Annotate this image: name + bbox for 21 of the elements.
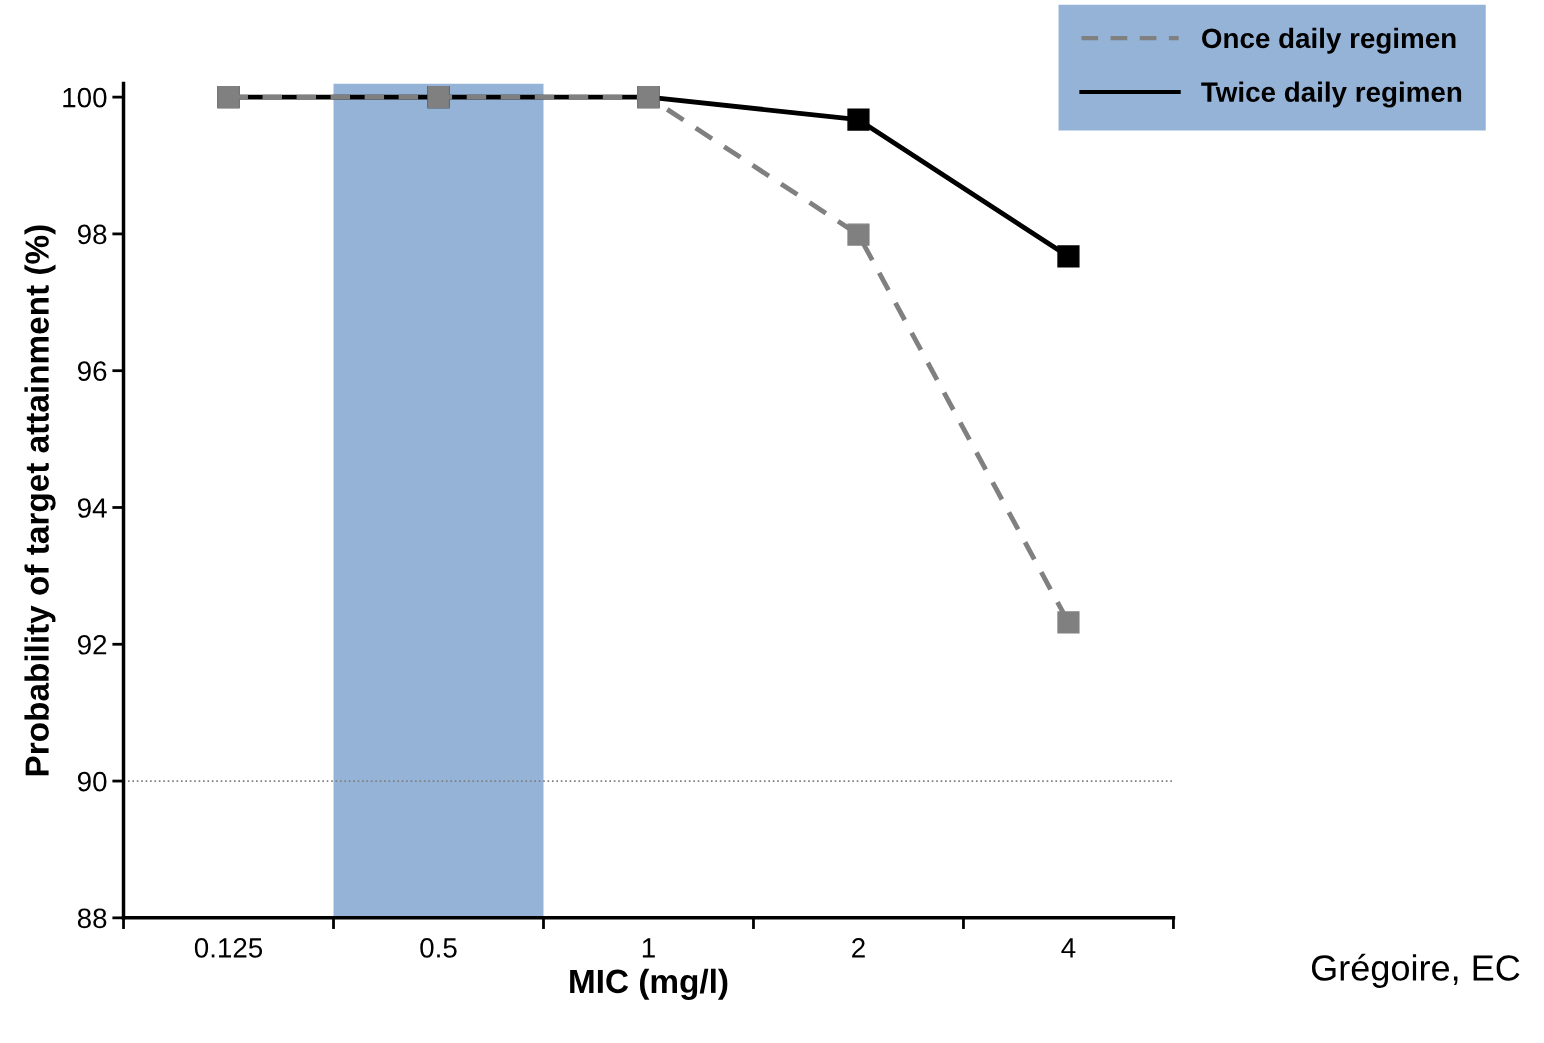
point	[1057, 611, 1080, 634]
legend-label: Twice daily regimen	[1201, 81, 1462, 108]
x-axis-title: MIC (mg/l)	[570, 968, 728, 1000]
y-tick-label: 92	[77, 634, 107, 655]
x-tick-label: 0.125	[194, 938, 263, 958]
y-tick-label: 100	[63, 87, 107, 108]
x-tick-label: 1	[642, 938, 655, 958]
legend-label: Once daily regimen	[1202, 27, 1456, 54]
x-tick-label: 2	[852, 938, 865, 958]
x-tick-label: 0.5	[420, 938, 457, 958]
point	[847, 108, 870, 131]
text: Grégoire, EC	[1311, 953, 1520, 988]
y-tick-label: 88	[77, 908, 107, 929]
y-tick-label: 90	[77, 771, 107, 792]
point	[847, 223, 870, 246]
y-tick-label: 96	[77, 361, 107, 382]
x-tick-label: 4	[1061, 938, 1076, 958]
point	[1057, 245, 1080, 268]
y-tick-label: 94	[77, 498, 107, 518]
y-axis-title: Probability of target attainment (%)	[24, 225, 56, 776]
y-tick-label: 98	[77, 224, 107, 245]
